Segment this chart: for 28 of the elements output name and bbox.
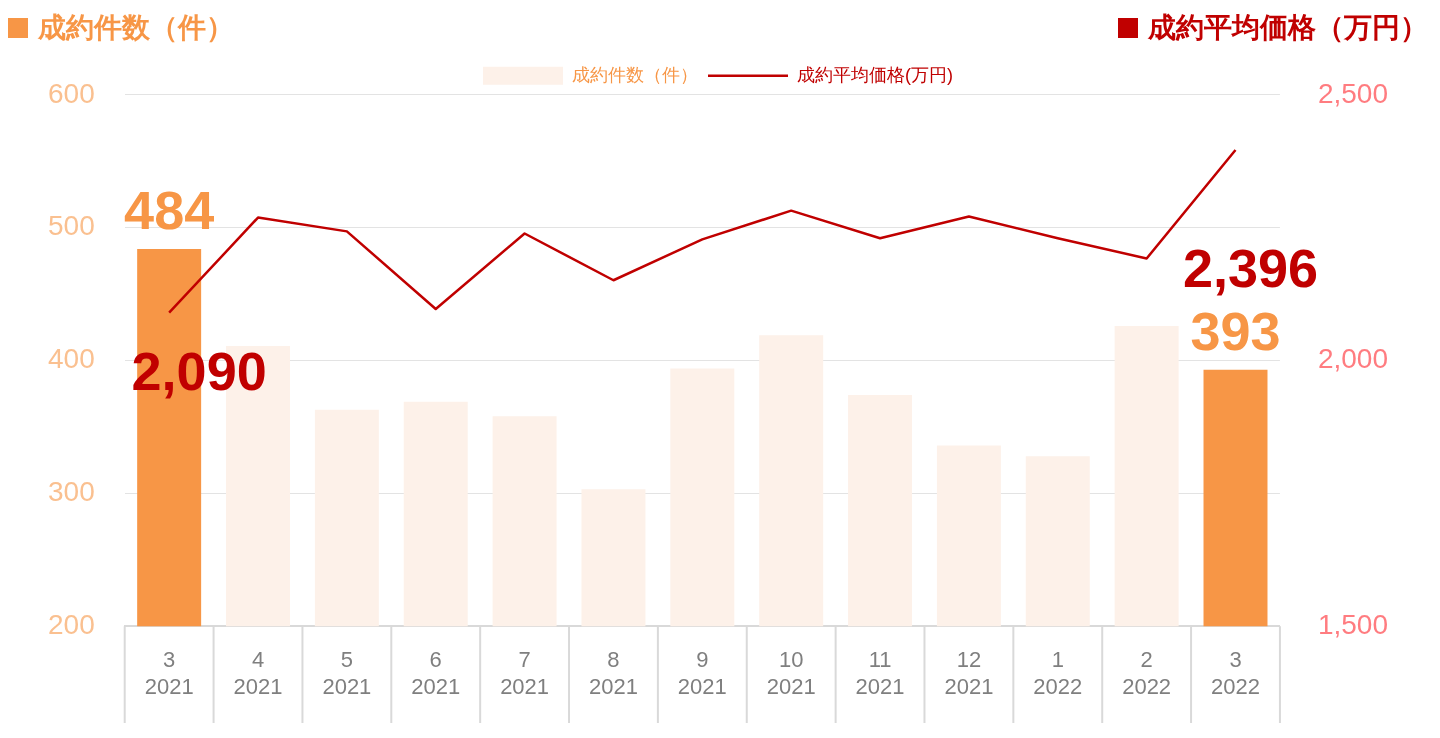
legend-label: 成約件数（件）: [572, 64, 699, 85]
y-tick-label: 300: [48, 476, 95, 508]
x-tick-label: 3 2021: [144, 647, 194, 699]
x-tick-label: 9 2021: [677, 647, 727, 699]
x-tick-label: 7 2021: [500, 647, 550, 699]
data-label: 2,396: [1182, 237, 1319, 298]
x-tick-label: 12 2021: [944, 647, 994, 699]
data-label: 484: [124, 179, 215, 240]
legend-label: 成約平均価格(万円): [797, 64, 954, 85]
x-tick-label: 8 2021: [588, 647, 638, 699]
x-tick-label: 10 2021: [766, 647, 816, 699]
y2-tick-label: 1,500: [1317, 608, 1389, 640]
x-tick-label: 3 2022: [1211, 647, 1260, 699]
y2-tick-label: 2,500: [1317, 77, 1389, 109]
x-tick-label: 5 2021: [322, 647, 372, 699]
x-tick-label: 2 2022: [1122, 647, 1172, 699]
y-tick-label: 400: [48, 343, 95, 375]
data-label: 393: [1190, 300, 1281, 361]
y2-tick-label: 2,000: [1317, 343, 1389, 375]
x-tick-label: 11 2021: [855, 647, 905, 699]
y2-axis-title: 成約平均価格（万円）: [1148, 11, 1428, 45]
y-tick-label: 200: [48, 608, 95, 640]
x-tick-label: 4 2021: [233, 647, 283, 699]
y-tick-label: 500: [48, 210, 95, 242]
x-tick-label: 6 2021: [411, 647, 461, 699]
y-axis-title: 成約件数（件）: [38, 11, 234, 45]
y-tick-label: 600: [48, 77, 95, 109]
x-tick-label: 1 2022: [1033, 647, 1083, 699]
